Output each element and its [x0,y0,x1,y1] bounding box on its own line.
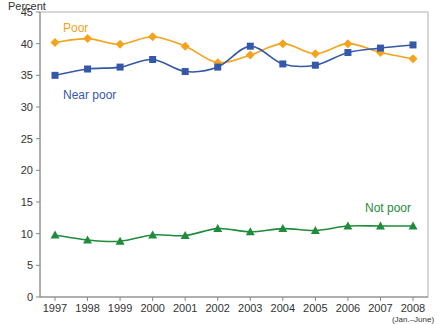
chart: Percent051015202530354045199719981999200… [0,0,440,324]
y-tick-label: 10 [21,228,33,240]
plot-frame [40,12,428,297]
point-marker [83,34,92,43]
series-line [55,45,413,75]
x-tick [152,297,153,301]
point-marker [214,64,221,71]
y-tick-label: 40 [21,38,33,50]
y-tick [36,75,40,76]
x-tick [55,297,56,301]
y-tick-label: 30 [21,101,33,113]
x-tick [120,297,121,301]
x-tick [185,297,186,301]
point-marker [312,62,319,69]
y-axis [40,12,41,297]
point-marker [51,38,60,47]
point-marker [83,236,92,244]
y-tick [36,170,40,171]
y-tick [36,297,40,298]
series-label: Not poor [365,201,411,215]
point-marker [84,66,91,73]
x-tick-label: 1997 [43,302,67,314]
x-axis [40,297,428,298]
x-tick-label: 2002 [205,302,229,314]
y-tick-label: 35 [21,69,33,81]
point-marker [246,51,255,60]
x-tick-label: 1998 [75,302,99,314]
x-tick-label: 2000 [140,302,164,314]
x-tick [282,297,283,301]
x-tick-label: 2005 [303,302,327,314]
point-marker [344,49,351,56]
point-marker [247,43,254,50]
point-marker [148,32,157,41]
point-marker [279,60,286,67]
y-tick-label: 0 [27,291,33,303]
point-marker [116,237,125,245]
x-tick-label: 2001 [173,302,197,314]
x-tick-label: 2004 [271,302,295,314]
x-tick [217,297,218,301]
point-marker [149,56,156,63]
point-marker [182,68,189,75]
x-tick-label-line: 2008 [401,302,425,314]
point-marker [409,54,418,63]
point-marker [181,42,190,51]
point-marker [376,222,385,230]
point-marker [116,40,125,49]
y-tick [36,43,40,44]
y-tick-label: 45 [21,6,33,18]
point-marker [409,222,418,230]
y-tick-label: 15 [21,196,33,208]
y-tick [36,12,40,13]
point-marker [213,224,222,232]
point-marker [52,72,59,79]
series-label: Poor [63,21,88,35]
y-tick-label: 5 [27,259,33,271]
point-marker [377,45,384,52]
x-tick [413,297,414,301]
x-tick-label: 2008(Jan.–June) [392,302,435,324]
x-tick-label: 1999 [108,302,132,314]
y-tick [36,138,40,139]
x-tick-label-line: (Jan.–June) [392,315,435,324]
x-tick [315,297,316,301]
series-line [55,226,413,242]
y-tick-label: 25 [21,133,33,145]
point-marker [181,231,190,239]
point-marker [311,49,320,58]
y-tick [36,202,40,203]
x-tick-label: 2003 [238,302,262,314]
point-marker [246,227,255,235]
point-marker [148,230,157,238]
x-tick [380,297,381,301]
y-tick [36,265,40,266]
y-tick [36,107,40,108]
x-tick [347,297,348,301]
x-tick-label: 2006 [336,302,360,314]
x-tick [87,297,88,301]
point-marker [278,39,287,48]
point-marker [51,230,60,238]
point-marker [343,222,352,230]
y-tick-label: 20 [21,164,33,176]
x-tick-label: 2007 [368,302,392,314]
point-marker [117,64,124,71]
point-marker [410,41,417,48]
x-tick [250,297,251,301]
y-tick [36,233,40,234]
plot-area [51,32,418,245]
point-marker [311,226,320,234]
point-marker [343,39,352,48]
series-label: Near poor [63,88,116,102]
point-marker [278,224,287,232]
